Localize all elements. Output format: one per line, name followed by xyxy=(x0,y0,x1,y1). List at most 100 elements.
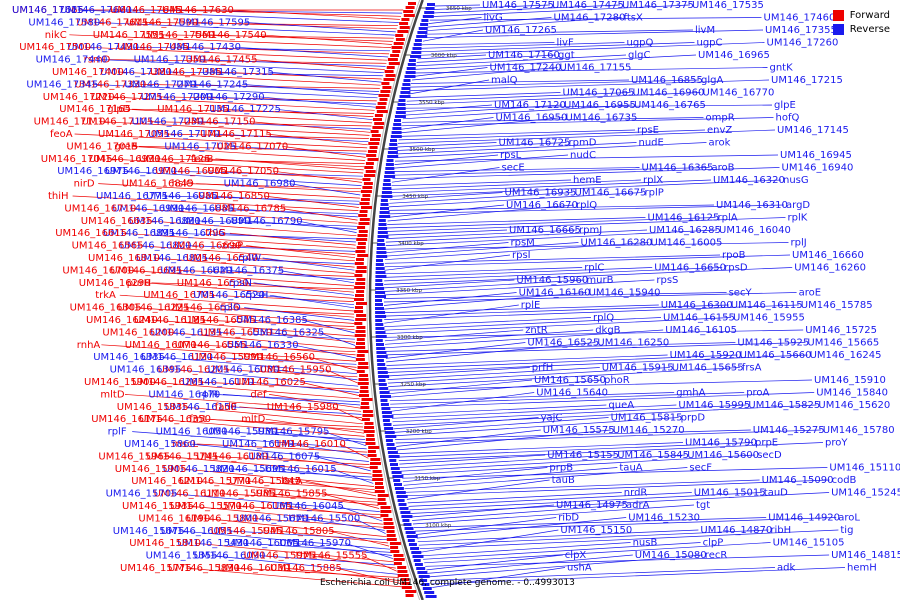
gene-label[interactable]: mltD xyxy=(241,414,265,425)
gene-label[interactable]: UM146_17315 xyxy=(202,67,274,78)
gene-label[interactable]: UM146_16660 xyxy=(792,250,864,261)
gene-label[interactable]: murB xyxy=(586,275,613,286)
gene-label[interactable]: rplO xyxy=(220,303,241,314)
gene-label[interactable]: UM146_16810 xyxy=(88,253,160,264)
gene-label[interactable]: UM146_17575 xyxy=(482,0,554,11)
gene-label[interactable]: UM146_17430 xyxy=(169,42,241,53)
gene-label[interactable]: aroL xyxy=(838,513,860,524)
gene-label[interactable]: fmt xyxy=(189,414,206,425)
gene-label[interactable]: UM146_16375 xyxy=(212,265,284,276)
gene-label[interactable]: UM146_16955 xyxy=(564,100,636,111)
gene-label[interactable]: proY xyxy=(825,438,848,449)
gene-label[interactable]: livF xyxy=(557,38,574,49)
gene-label[interactable]: UM146_15825 xyxy=(748,400,820,411)
gene-label[interactable]: recR xyxy=(705,550,728,561)
gene-label[interactable]: tauD xyxy=(764,488,788,499)
gene-label[interactable]: UM146_15845 xyxy=(617,450,689,461)
gene-label[interactable]: UM146_16960 xyxy=(633,88,705,99)
gene-label[interactable]: trkA xyxy=(95,290,116,301)
gene-label[interactable]: UM146_15990 xyxy=(191,352,263,363)
gene-label[interactable]: UM146_16675 xyxy=(575,188,647,199)
gene-label[interactable]: UM146_15640 xyxy=(536,388,608,399)
gene-label[interactable]: UM146_15650 xyxy=(534,375,606,386)
gene-label[interactable]: zntR xyxy=(525,325,548,336)
gene-label[interactable]: UM146_14815 xyxy=(831,550,900,561)
gene-label[interactable]: rpoB xyxy=(722,250,746,261)
gene-label[interactable]: UM146_15830 xyxy=(168,563,240,574)
gene-label[interactable]: ompR xyxy=(706,113,735,124)
gene-label[interactable]: UM146_17240 xyxy=(490,63,562,74)
gene-label[interactable]: UM146_17260 xyxy=(767,38,839,49)
gene-label[interactable]: yajC xyxy=(541,413,563,424)
gene-label[interactable]: UM146_16565 xyxy=(72,241,144,252)
gene-label[interactable]: UM146_16895 xyxy=(103,228,175,239)
gene-label[interactable]: UM146_17345 xyxy=(26,79,98,90)
gene-label[interactable]: rplP xyxy=(645,188,664,199)
gene-label[interactable]: UM146_15670 xyxy=(236,513,308,524)
gene-label[interactable]: UM146_15775 xyxy=(120,563,192,574)
gene-label[interactable]: rpsN xyxy=(229,278,252,289)
gene-label[interactable]: UM146_15800 xyxy=(186,513,258,524)
gene-label[interactable]: UM146_16180 xyxy=(196,451,268,462)
gene-label[interactable]: zraP xyxy=(222,241,244,252)
gene-label[interactable]: UM146_17540 xyxy=(195,30,267,41)
gene-label[interactable]: UM146_15995 xyxy=(678,400,750,411)
gene-label[interactable]: rpsI xyxy=(512,250,531,261)
gene-label[interactable]: UM146_16140 xyxy=(222,439,294,450)
gene-label[interactable]: envZ xyxy=(707,125,732,136)
gene-label[interactable]: UM146_16665 xyxy=(509,225,581,236)
gene-label[interactable]: UM146_16300 xyxy=(661,300,733,311)
right-gene-labels[interactable]: UM146_17575UM146_17475UM146_17375UM146_1… xyxy=(482,0,900,574)
gene-label[interactable]: secY xyxy=(729,288,753,299)
gene-label[interactable]: UM146_16190 xyxy=(138,513,210,524)
gene-label[interactable]: UM146_16990 xyxy=(112,203,184,214)
gene-label[interactable]: UM146_15015 xyxy=(694,488,766,499)
gene-label[interactable]: UM146_16985 xyxy=(146,191,218,202)
gene-label[interactable]: UM146_15810 xyxy=(129,538,201,549)
gene-label[interactable]: UM146_17070 xyxy=(216,141,288,152)
gene-label[interactable]: UM146_16075 xyxy=(248,451,320,462)
gene-label[interactable]: UM146_17025 xyxy=(164,141,236,152)
gene-label[interactable]: UM146_16245 xyxy=(810,350,882,361)
gene-label[interactable]: feoA xyxy=(50,129,73,140)
gene-label[interactable]: UM146_17380 xyxy=(100,67,172,78)
gene-label[interactable]: aroE xyxy=(799,288,821,299)
gene-label[interactable]: UM146_17270 xyxy=(124,79,196,90)
gene-label[interactable]: UM146_17115 xyxy=(200,129,272,140)
gene-label[interactable]: UM146_16090 xyxy=(194,551,266,562)
gene-label[interactable]: UM146_16165 xyxy=(220,501,292,512)
gene-label[interactable]: UM146_16935 xyxy=(505,188,577,199)
gene-label[interactable]: UM146_17170 xyxy=(148,129,220,140)
gene-label[interactable]: UM146_16770 xyxy=(703,88,775,99)
gene-label[interactable]: UM146_16520 xyxy=(193,290,265,301)
gene-label[interactable]: UM146_17440 xyxy=(36,55,108,66)
gene-label[interactable]: UM146_16205 xyxy=(158,365,230,376)
gene-label[interactable]: queA xyxy=(608,400,634,411)
gene-label[interactable]: UM146_15795 xyxy=(258,427,330,438)
gene-label[interactable]: UM146_16790 xyxy=(231,216,303,227)
gene-label[interactable]: UM146_16695 xyxy=(110,265,182,276)
gene-label[interactable]: UM146_16710 xyxy=(64,203,136,214)
gene-label[interactable]: rplF xyxy=(108,427,127,438)
gene-label[interactable]: UM146_17375 xyxy=(622,0,694,11)
gene-label[interactable]: UM146_16530 xyxy=(177,278,249,289)
gene-label[interactable]: ushA xyxy=(567,563,592,574)
gene-label[interactable]: rplE xyxy=(521,300,541,311)
gene-label[interactable]: mscL xyxy=(172,439,198,450)
gene-label[interactable]: frsA xyxy=(742,363,762,374)
gene-label[interactable]: UM146_15935 xyxy=(122,501,194,512)
gene-label[interactable]: UM146_15975 xyxy=(244,551,316,562)
gene-label[interactable]: UM146_16795 xyxy=(153,228,225,239)
gene-label[interactable]: prpE xyxy=(755,438,778,449)
gene-label[interactable]: UM146_15970 xyxy=(279,538,351,549)
gene-label[interactable]: nudE xyxy=(639,138,664,149)
gene-label[interactable]: rplX xyxy=(643,175,663,186)
gene-label[interactable]: UM146_17490 xyxy=(67,42,139,53)
gene-label[interactable]: UM146_16650 xyxy=(654,263,726,274)
gene-label[interactable]: UM146_17155 xyxy=(560,63,632,74)
gene-label[interactable]: UM146_17045 xyxy=(41,154,113,165)
gene-label[interactable]: UM146_16805 xyxy=(136,253,208,264)
gene-label[interactable]: UM146_16335 xyxy=(93,352,165,363)
gene-label[interactable]: rplK xyxy=(788,213,808,224)
gene-label[interactable]: rpsL xyxy=(500,150,522,161)
